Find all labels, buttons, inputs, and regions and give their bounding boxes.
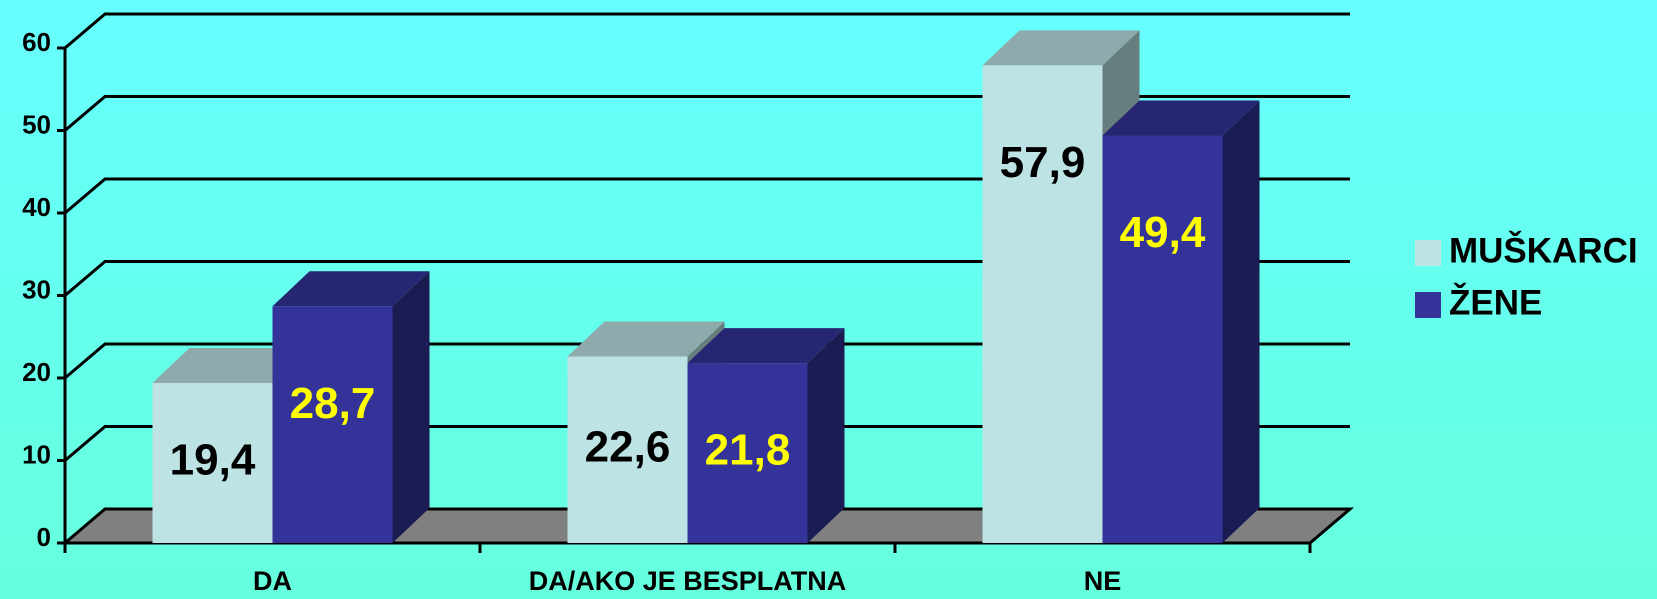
bar-top (687, 328, 845, 364)
y-tick-label: 30 (22, 274, 51, 304)
y-tick-label: 40 (22, 192, 51, 222)
bar-top (1102, 100, 1260, 136)
bar-side (1222, 100, 1260, 543)
bar-front (1102, 135, 1223, 543)
bar-top (567, 321, 725, 357)
grid-line (64, 12, 1350, 50)
bar-front (152, 382, 273, 543)
bar-top (152, 347, 310, 383)
value-label: 21,8 (705, 426, 791, 475)
bar-top (272, 271, 430, 307)
grid-line (64, 425, 1350, 462)
y-tick-label: 10 (22, 439, 51, 469)
grid-line (64, 177, 1350, 215)
bar-side (807, 328, 845, 543)
y-tick-label: 50 (22, 109, 51, 139)
x-tick-label: NE (1084, 566, 1122, 596)
grid-line (64, 95, 1350, 132)
value-label: 19,4 (170, 436, 256, 485)
y-tick-label: 20 (22, 357, 51, 387)
value-label: 49,4 (1120, 208, 1206, 257)
grid-line (64, 260, 1350, 297)
bar-front (567, 356, 688, 543)
bar-top (982, 30, 1140, 66)
bar (1102, 100, 1260, 543)
x-tick-label: DA/AKO JE BESPLATNA (529, 566, 847, 596)
bar-side (392, 271, 430, 543)
value-label: 22,6 (585, 422, 671, 471)
legend-swatch (1415, 292, 1441, 318)
y-tick-label: 60 (22, 27, 51, 57)
legend-swatch (1415, 240, 1441, 266)
legend-label: MUŠKARCI (1449, 230, 1638, 270)
bar-front (687, 363, 808, 543)
grid-line (64, 342, 1350, 380)
x-tick-label: DA (253, 566, 292, 596)
value-label: 28,7 (290, 379, 376, 428)
legend-label: ŽENE (1449, 282, 1542, 322)
value-label: 57,9 (1000, 138, 1086, 187)
y-tick-label: 0 (37, 522, 51, 552)
bar (272, 271, 430, 543)
bar-front (272, 306, 393, 543)
bar (687, 328, 845, 543)
bar-front (982, 65, 1103, 543)
